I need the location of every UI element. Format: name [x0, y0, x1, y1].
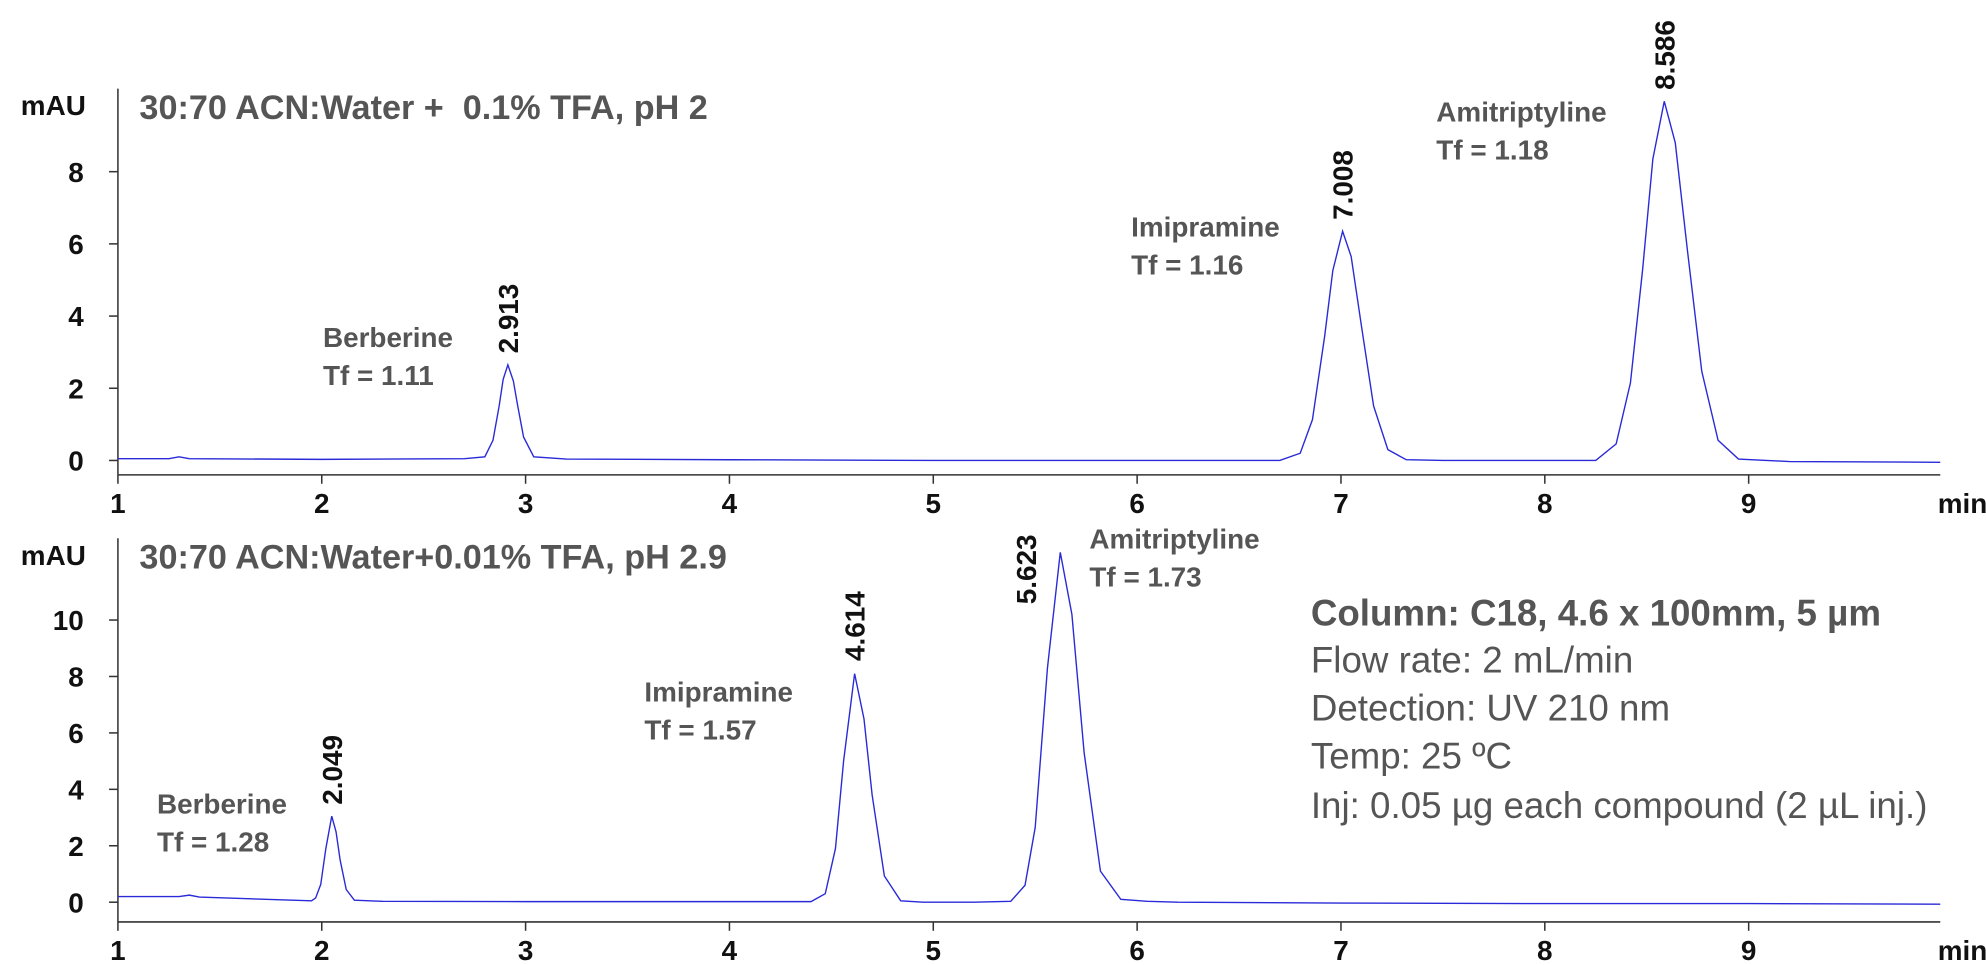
y-tick-label: 8 [68, 662, 84, 693]
x-tick-label: 7 [1333, 935, 1349, 965]
retention-time-label: 2.913 [493, 284, 524, 354]
x-tick-label: 7 [1333, 488, 1349, 519]
x-tick-label: 1 [110, 935, 126, 965]
retention-time-label: 4.614 [840, 591, 871, 661]
compound-name: Amitriptyline [1436, 97, 1606, 128]
tailing-factor: Tf = 1.28 [157, 827, 269, 858]
compound-name: Imipramine [1131, 211, 1280, 242]
condition-line: Detection: UV 210 nm [1311, 688, 1670, 729]
retention-time-label: 5.623 [1011, 535, 1042, 605]
x-tick-label: 9 [1741, 488, 1757, 519]
x-tick-label: 4 [722, 935, 738, 965]
x-tick-label: 8 [1537, 935, 1553, 965]
retention-time-label: 7.008 [1328, 150, 1359, 220]
tailing-factor: Tf = 1.73 [1089, 562, 1201, 593]
panel-title: 30:70 ACN:Water + 0.1% TFA, pH 2 [139, 89, 707, 127]
compound-name: Imipramine [644, 677, 793, 708]
tailing-factor: Tf = 1.11 [323, 360, 434, 391]
tailing-factor: Tf = 1.18 [1436, 135, 1548, 166]
x-tick-label: 9 [1741, 935, 1757, 965]
y-tick-label: 0 [68, 446, 84, 477]
x-tick-label: 2 [314, 935, 330, 965]
condition-line: Flow rate: 2 mL/min [1311, 639, 1633, 680]
y-tick-label: 2 [68, 373, 84, 404]
chromatogram-trace [117, 101, 1941, 463]
x-tick-label: 2 [314, 488, 330, 519]
column-info: Column: C18, 4.6 x 100mm, 5 µm [1311, 593, 1881, 634]
y-tick-label: 10 [53, 605, 84, 636]
condition-line: Temp: 25 ºC [1311, 736, 1512, 777]
chromatogram-trace [117, 552, 1941, 905]
y-tick-label: 8 [68, 157, 84, 188]
y-tick-label: 0 [68, 887, 84, 918]
y-axis-label: mAU [21, 540, 86, 571]
y-tick-label: 4 [68, 301, 84, 332]
x-tick-label: 6 [1129, 935, 1145, 965]
y-axis-label: mAU [21, 90, 86, 121]
y-tick-label: 6 [68, 229, 84, 260]
condition-line: Inj: 0.05 µg each compound (2 µL inj.) [1311, 785, 1928, 826]
retention-time-label: 2.049 [317, 735, 348, 805]
x-tick-label: 4 [722, 488, 738, 519]
compound-name: Berberine [323, 322, 453, 353]
x-tick-label: 6 [1129, 488, 1145, 519]
tailing-factor: Tf = 1.16 [1131, 249, 1243, 280]
y-tick-label: 6 [68, 718, 84, 749]
compound-name: Berberine [157, 789, 287, 820]
x-tick-label: 5 [926, 488, 942, 519]
panel-title: 30:70 ACN:Water+0.01% TFA, pH 2.9 [139, 539, 726, 577]
x-tick-label: 3 [518, 935, 534, 965]
x-tick-label: 5 [926, 935, 942, 965]
compound-name: Amitriptyline [1089, 524, 1259, 555]
tailing-factor: Tf = 1.57 [644, 715, 756, 746]
x-tick-label: 3 [518, 488, 534, 519]
y-tick-label: 2 [68, 831, 84, 862]
x-axis-label: min [1938, 488, 1986, 519]
x-axis-label: min [1938, 935, 1986, 965]
x-tick-label: 8 [1537, 488, 1553, 519]
y-tick-label: 4 [68, 774, 84, 805]
retention-time-label: 8.586 [1649, 20, 1680, 90]
x-tick-label: 1 [110, 488, 126, 519]
